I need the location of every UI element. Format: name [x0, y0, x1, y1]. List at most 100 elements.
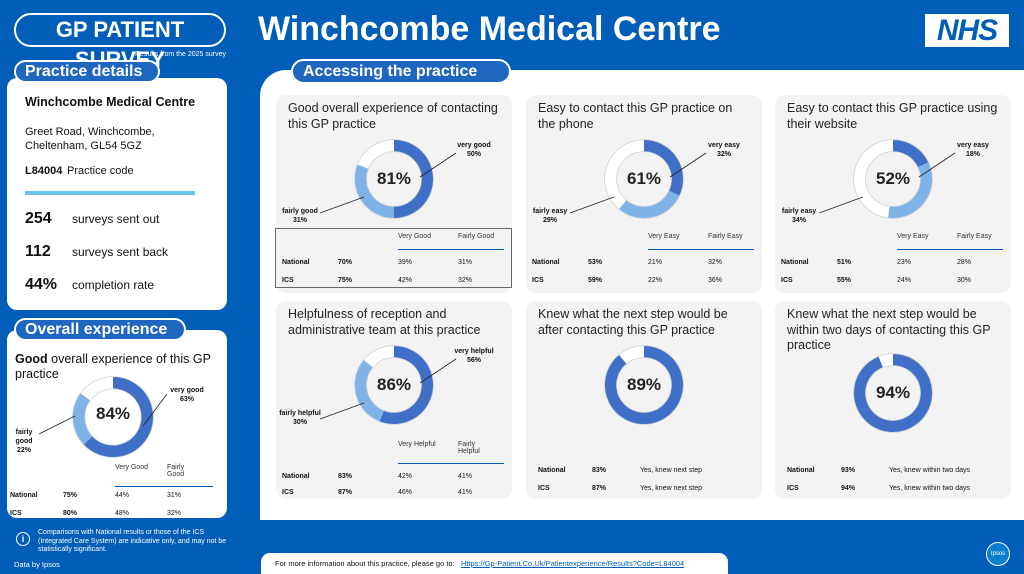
stat-value: 254 [25, 210, 52, 227]
row-total: 59% [588, 277, 603, 284]
stat-completion: 44% completion rate [25, 276, 215, 294]
card-title: Good overall experience of contacting th… [288, 101, 498, 131]
seg-label-primary: very helpful 56% [452, 347, 496, 365]
col-header-1: Very Good [115, 464, 149, 471]
page-title: Winchcombe Medical Centre [258, 10, 721, 48]
donut-segment-secondary [355, 360, 385, 422]
donut-segment-primary [379, 346, 433, 424]
row-c2: 32% [167, 510, 182, 517]
header-rule [897, 249, 1003, 250]
row-total: 75% [338, 277, 353, 284]
row-text: Yes, knew next step [640, 467, 703, 474]
row-total: 83% [338, 473, 353, 480]
row-c1: 44% [115, 492, 130, 499]
row-total: 93% [841, 467, 856, 474]
row-label: National [282, 473, 310, 480]
card-title: Easy to contact this GP practice using t… [787, 101, 998, 131]
ipsos-logo: Ipsos [986, 542, 1010, 566]
row-text: Yes, knew within two days [889, 485, 971, 492]
comparison-table: National 83% Yes, knew next step ICS 87%… [526, 461, 762, 501]
row-label: National [532, 259, 560, 266]
overall-experience-heading: Good overall experience of this GP pract… [15, 352, 215, 382]
seg-label-value: 50% [466, 151, 481, 158]
row-label: ICS [532, 277, 544, 284]
seg-label-text: fairly easy [532, 208, 568, 215]
col-header-1: Very Helpful [398, 441, 436, 448]
row-label: ICS [282, 277, 294, 284]
nhs-logo: NHS [925, 14, 1009, 47]
row-label: National [282, 259, 310, 266]
footnote: Comparisons with National results or tho… [38, 529, 227, 553]
row-c1: 22% [648, 277, 663, 284]
row-total: 94% [841, 485, 856, 492]
seg-label-text: fairly easy [781, 208, 817, 215]
stat-sent-out: 254 surveys sent out [25, 210, 215, 228]
accessing-practice-pill: Accessing the practice [291, 59, 511, 84]
donut-segment-primary [854, 354, 932, 432]
address-line-2: Cheltenham, GL54 5GZ [25, 140, 142, 152]
practice-results-link[interactable]: Https://Gp-Patient.Co.Uk/Patientexperien… [460, 559, 685, 568]
row-c1: 48% [115, 510, 130, 517]
info-icon: i [16, 532, 30, 546]
leader-line [319, 402, 365, 420]
col-header-2: Fairly Helpful [458, 441, 480, 455]
donut-segment-fairly-good [73, 393, 93, 445]
row-total: 83% [592, 467, 607, 474]
donut-center-value: 86% [376, 375, 412, 394]
metric-card: Knew what the next step would be after c… [526, 301, 762, 499]
overall-experience-card: Good overall experience of this GP pract… [7, 330, 227, 518]
row-label: ICS [282, 489, 294, 496]
stat-label: surveys sent back [72, 245, 169, 259]
card-donut [354, 345, 434, 425]
leader-line [818, 196, 864, 214]
header-rule [398, 249, 504, 250]
row-c2: 32% [708, 259, 723, 266]
metric-card: Easy to contact this GP practice on the … [526, 95, 762, 293]
metric-card: Helpfulness of reception and administrat… [276, 301, 512, 499]
donut-segment-very-good [83, 377, 153, 457]
donut-segment-primary [605, 346, 683, 424]
leader-line [38, 415, 76, 435]
seg-label-secondary: fairly good 31% [278, 207, 322, 225]
row-c2: 30% [957, 277, 972, 284]
practice-name: Winchcombe Medical Centre [25, 95, 196, 109]
row-c1: 39% [398, 259, 413, 266]
row-text: Yes, knew next step [640, 485, 703, 492]
seg-label-fairly-good: fairly good 22% [7, 428, 41, 455]
donut-center-value: 52% [875, 169, 911, 188]
col-header-2: Fairly Good [458, 233, 495, 240]
row-total: 87% [592, 485, 607, 492]
practice-address: Greet Road, Winchcombe, Cheltenham, GL54… [25, 125, 215, 153]
col-header-1: Very Easy [897, 233, 929, 240]
card-title: Easy to contact this GP practice on the … [538, 101, 733, 131]
card-donut [604, 345, 684, 425]
row-label: ICS [787, 485, 799, 492]
row-c2: 36% [708, 277, 723, 284]
seg-label-primary: very good 50% [452, 141, 496, 159]
seg-label-secondary: fairly helpful 30% [278, 409, 322, 427]
stat-value: 112 [25, 243, 51, 260]
header-rule [115, 486, 213, 487]
row-total: 53% [588, 259, 603, 266]
row-c2: 41% [458, 473, 473, 480]
row-total: 51% [837, 259, 852, 266]
leader-line [142, 393, 168, 427]
practice-code-label: Practice code [67, 165, 134, 177]
header-rule [648, 249, 754, 250]
col-header-2: Fairly Good [167, 464, 185, 478]
seg-label-text: very easy [957, 142, 989, 149]
seg-label-value: 32% [716, 151, 731, 158]
overall-comparison-table: Very Good Fairly Good National 75% 44% 3… [7, 460, 227, 518]
overall-experience-pill: Overall experience [14, 318, 186, 341]
comparison-table: Very Easy Fairly Easy National 51% 23% 2… [775, 229, 1011, 289]
seg-label-value: 63% [179, 396, 194, 403]
leader-line [569, 196, 615, 214]
row-label: National [10, 492, 38, 499]
col-header-2: Fairly Easy [957, 233, 992, 240]
row-c1: 42% [398, 277, 413, 284]
seg-label-text: very good [457, 142, 491, 149]
donut-center-value: 94% [875, 383, 911, 402]
comparison-table: Very Helpful Fairly Helpful National 83%… [276, 437, 512, 497]
row-c2: 31% [167, 492, 182, 499]
header-rule [398, 463, 504, 464]
